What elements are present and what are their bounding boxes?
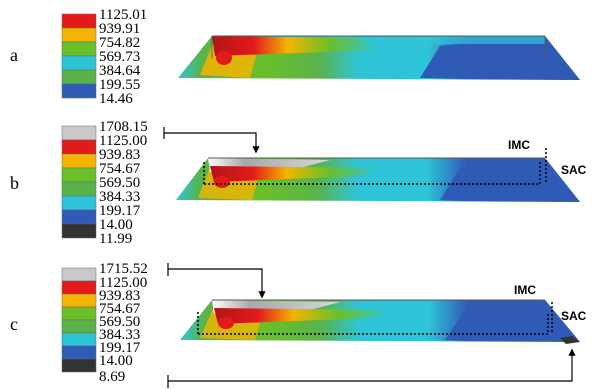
legend-value: 11.99: [99, 231, 132, 247]
legend-value: 939.91: [99, 21, 140, 37]
stress-hotspot: [214, 176, 230, 188]
fem-model: [180, 299, 580, 344]
legend-swatch: [61, 55, 97, 71]
legend-swatch: [61, 139, 97, 155]
fem-model: [178, 35, 580, 80]
legend-value: 754.82: [99, 35, 140, 51]
legend-swatch: [61, 223, 97, 239]
legend-swatch: [61, 293, 97, 308]
legend-swatch: [61, 267, 97, 282]
stress-hotspot: [216, 51, 232, 65]
legend-swatch: [61, 41, 97, 57]
legend-value: 569.50: [99, 175, 140, 191]
legend-swatch: [61, 125, 97, 141]
legend-swatch: [61, 319, 97, 334]
panel-c: c 1715.52 1125.00 939.83 754.67 569.50 3…: [10, 261, 587, 388]
blue-region: [445, 300, 580, 342]
legend-value: 384.33: [99, 327, 140, 343]
legend: 1708.15 1125.00 939.83 754.67 569.50 384…: [61, 119, 148, 247]
legend-value: 14.46: [99, 91, 133, 107]
legend-swatch: [61, 27, 97, 43]
legend-value: 8.69: [99, 369, 125, 385]
legend-value: 1125.00: [99, 275, 147, 291]
sac-label: SAC: [561, 163, 587, 177]
imc-label: IMC: [514, 283, 536, 297]
legend-value: 1715.52: [99, 261, 148, 277]
legend-swatch: [61, 153, 97, 169]
legend-value: 569.73: [99, 49, 140, 65]
legend-swatch: [61, 83, 97, 99]
imc-boundary: [203, 162, 541, 185]
legend-swatch: [61, 358, 97, 373]
blue-region: [420, 36, 580, 80]
legend: 1715.52 1125.00 939.83 754.67 569.50 384…: [61, 261, 148, 385]
imc-boundary: [197, 312, 549, 335]
stress-ridge: [214, 308, 390, 324]
panel-a: a 1125.01 939.91 754.82 569.73 384.64 19…: [10, 7, 580, 107]
legend-value: 1125.00: [99, 133, 147, 149]
panel-letter: a: [10, 45, 18, 65]
imc-label: IMC: [508, 138, 530, 152]
panel-b: b 1708.15 1125.00 939.83 754.67 569.50 3…: [10, 119, 587, 247]
legend-swatch: [61, 181, 97, 197]
blue-region: [440, 158, 580, 202]
stress-ridge: [210, 166, 380, 182]
legend-swatch: [61, 306, 97, 321]
legend-value: 199.55: [99, 77, 140, 93]
legend-swatch: [61, 345, 97, 360]
sac-label: SAC: [561, 309, 587, 323]
legend-swatch: [61, 13, 97, 29]
stress-hotspot: [218, 317, 234, 329]
legend-value: 1708.15: [99, 119, 148, 135]
legend-value: 14.00: [99, 353, 133, 369]
legend-value: 384.33: [99, 189, 140, 205]
fem-model: [176, 148, 580, 202]
legend-value: 939.83: [99, 288, 140, 304]
legend-value: 754.67: [99, 301, 141, 317]
legend-swatch: [61, 69, 97, 85]
legend-value: 754.67: [99, 161, 141, 177]
stress-ridge: [212, 36, 380, 56]
legend-value: 939.83: [99, 147, 140, 163]
min-stress-region: [560, 336, 580, 344]
legend-swatch: [61, 167, 97, 183]
panel-letter: b: [10, 173, 19, 193]
panel-letter: c: [10, 314, 18, 334]
legend-value: 1125.01: [99, 7, 147, 23]
legend-swatch: [61, 195, 97, 211]
legend-swatch: [61, 280, 97, 295]
max-stress-arrow: [167, 263, 262, 297]
legend-swatch: [61, 332, 97, 347]
legend-swatch: [61, 209, 97, 225]
max-stress-arrow: [163, 127, 256, 152]
legend-value: 14.00: [99, 217, 133, 233]
min-stress-arrow: [167, 350, 572, 388]
legend-value: 199.17: [99, 203, 141, 219]
legend: 1125.01 939.91 754.82 569.73 384.64 199.…: [61, 7, 147, 107]
legend-value: 199.17: [99, 340, 141, 356]
legend-value: 384.64: [99, 63, 141, 79]
legend-value: 569.50: [99, 314, 140, 330]
